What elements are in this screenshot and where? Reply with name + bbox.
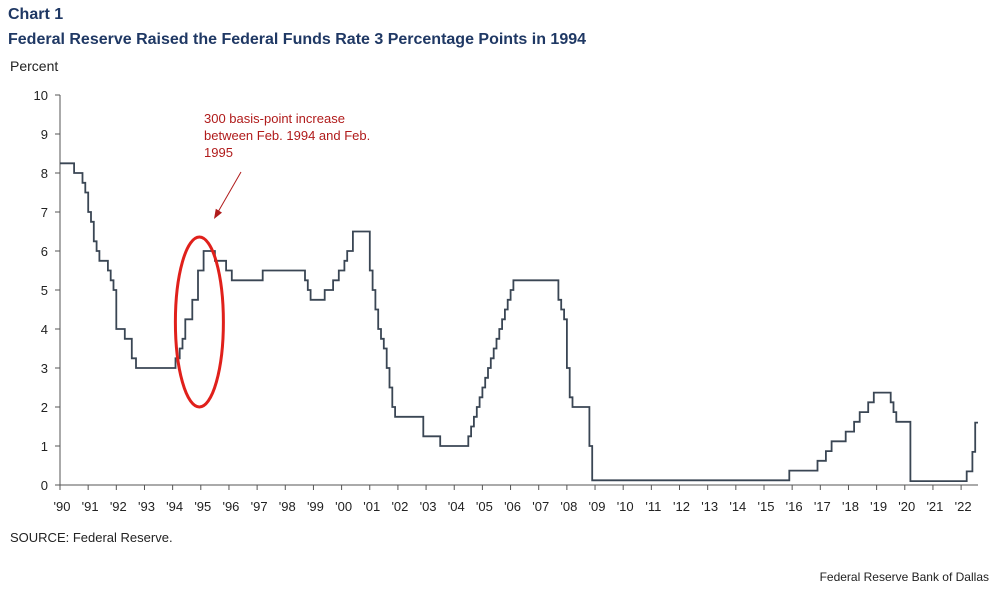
y-tick-label: 0 bbox=[41, 478, 48, 493]
x-tick-label: '05 bbox=[476, 499, 493, 514]
x-tick-label: '90 bbox=[54, 499, 71, 514]
x-tick-label: '08 bbox=[560, 499, 577, 514]
y-tick-label: 8 bbox=[41, 166, 48, 181]
y-tick-label: 9 bbox=[41, 127, 48, 142]
x-tick-label: '07 bbox=[532, 499, 549, 514]
annotation-arrow bbox=[217, 171, 242, 213]
x-tick-label: '01 bbox=[363, 499, 380, 514]
x-tick-label: '99 bbox=[307, 499, 324, 514]
credit-note: Federal Reserve Bank of Dallas bbox=[819, 570, 989, 584]
annotation-layer bbox=[173, 171, 242, 409]
y-tick-label: 2 bbox=[41, 400, 48, 415]
x-tick-label: '16 bbox=[786, 499, 803, 514]
x-tick-label: '94 bbox=[166, 499, 183, 514]
highlight-ellipse bbox=[173, 235, 225, 409]
y-tick-label: 4 bbox=[41, 322, 48, 337]
x-tick-label: '12 bbox=[673, 499, 690, 514]
x-tick-label: '10 bbox=[617, 499, 634, 514]
annotation-text: 300 basis-point increase between Feb. 19… bbox=[204, 111, 371, 160]
x-ticks: '90 '91 '92 '93 '94 '95 '96 '97 '98 '99 '00 '01 '02 '… bbox=[54, 485, 972, 514]
x-tick-label: '21 bbox=[926, 499, 943, 514]
x-tick-label: '03 bbox=[420, 499, 437, 514]
chart-title: Federal Reserve Raised the Federal Funds… bbox=[8, 31, 587, 48]
y-axis-label: Percent bbox=[10, 58, 59, 74]
x-tick-label: '18 bbox=[842, 499, 859, 514]
x-tick-label: '15 bbox=[758, 499, 775, 514]
x-tick-label: '22 bbox=[955, 499, 972, 514]
y-ticks: 0 1 2 3 4 5 6 7 8 9 10 bbox=[34, 88, 60, 493]
x-tick-label: '00 bbox=[335, 499, 352, 514]
x-tick-label: '95 bbox=[194, 499, 211, 514]
y-tick-label: 7 bbox=[41, 205, 48, 220]
y-tick-label: 3 bbox=[41, 361, 48, 376]
x-tick-label: '04 bbox=[448, 499, 465, 514]
rate-series-line bbox=[60, 162, 978, 482]
x-tick-label: '92 bbox=[110, 499, 127, 514]
annotation-arrow-head bbox=[214, 208, 222, 219]
y-tick-label: 1 bbox=[41, 439, 48, 454]
x-tick-label: '11 bbox=[645, 499, 661, 514]
x-tick-label: '19 bbox=[870, 499, 887, 514]
x-tick-label: '06 bbox=[504, 499, 521, 514]
x-tick-label: '96 bbox=[222, 499, 239, 514]
source-note: SOURCE: Federal Reserve. bbox=[10, 530, 173, 545]
x-tick-label: '02 bbox=[391, 499, 408, 514]
x-tick-label: '93 bbox=[138, 499, 155, 514]
x-tick-label: '98 bbox=[279, 499, 296, 514]
x-tick-label: '97 bbox=[251, 499, 268, 514]
x-tick-label: '20 bbox=[898, 499, 915, 514]
x-tick-label: '13 bbox=[701, 499, 718, 514]
y-tick-label: 10 bbox=[34, 88, 48, 103]
series-layer bbox=[60, 162, 978, 482]
x-tick-label: '14 bbox=[729, 499, 746, 514]
y-tick-label: 6 bbox=[41, 244, 48, 259]
chart-number: Chart 1 bbox=[8, 6, 64, 23]
x-tick-label: '91 bbox=[82, 499, 99, 514]
y-tick-label: 5 bbox=[41, 283, 48, 298]
x-tick-label: '09 bbox=[589, 499, 606, 514]
x-tick-label: '17 bbox=[814, 499, 831, 514]
